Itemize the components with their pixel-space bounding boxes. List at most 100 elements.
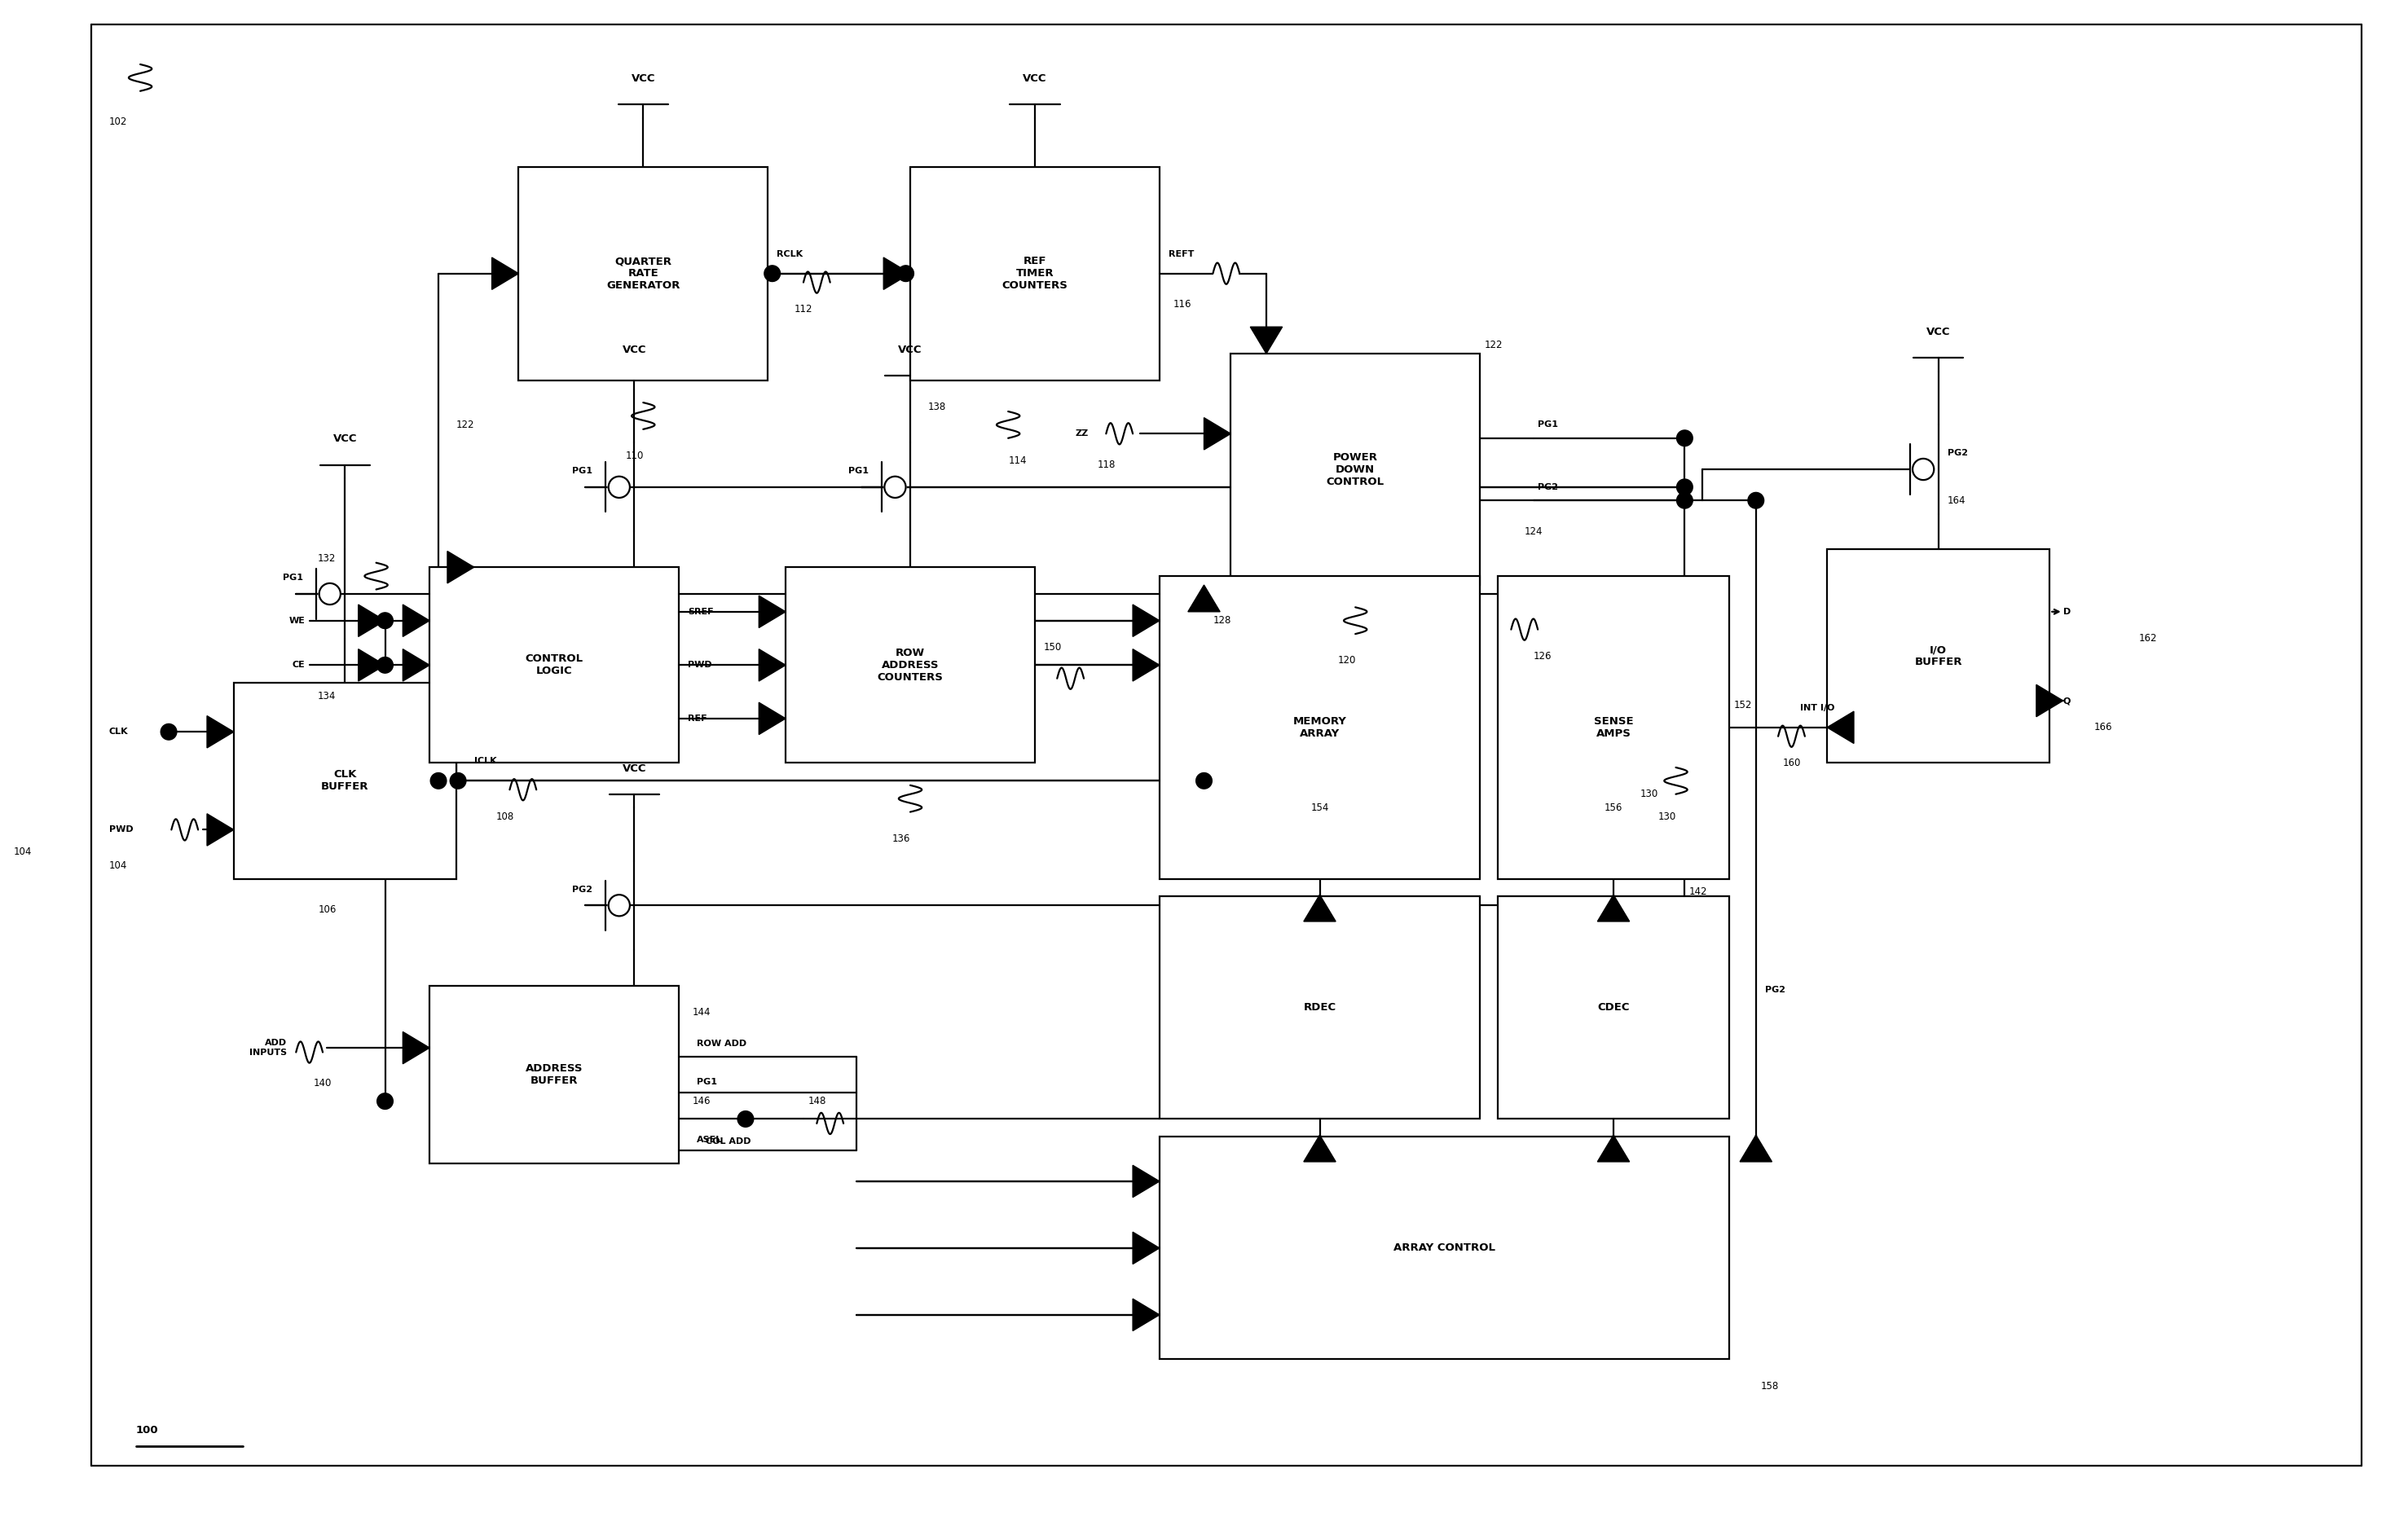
Text: CLK: CLK (108, 728, 128, 736)
Text: PG2: PG2 (1765, 986, 1784, 993)
Text: 130: 130 (1659, 812, 1676, 821)
Circle shape (378, 658, 393, 673)
Polygon shape (1132, 604, 1161, 636)
Text: ADD
INPUTS: ADD INPUTS (250, 1039, 287, 1056)
Text: 122: 122 (455, 420, 474, 430)
Text: 166: 166 (2095, 722, 2112, 732)
Polygon shape (359, 649, 385, 681)
Polygon shape (1187, 584, 1221, 612)
Text: PG1: PG1 (1539, 421, 1558, 429)
Text: 102: 102 (108, 118, 128, 128)
Text: PG1: PG1 (573, 467, 592, 475)
Text: ICLK: ICLK (474, 757, 496, 766)
Text: VCC: VCC (1023, 73, 1047, 84)
Text: 134: 134 (318, 691, 337, 702)
Text: 144: 144 (691, 1007, 710, 1018)
Text: 158: 158 (1760, 1381, 1780, 1392)
Text: QUARTER
RATE
GENERATOR: QUARTER RATE GENERATOR (607, 256, 679, 291)
Text: D: D (2064, 607, 2071, 617)
Circle shape (1197, 772, 1211, 789)
Text: 118: 118 (1098, 459, 1115, 470)
Circle shape (1676, 493, 1693, 508)
Bar (1828, 549, 2049, 763)
Bar (1230, 354, 1481, 584)
Circle shape (609, 894, 631, 916)
Text: VCC: VCC (621, 763, 645, 774)
Polygon shape (207, 813, 234, 845)
Bar (234, 684, 455, 879)
Text: 112: 112 (795, 304, 814, 314)
Polygon shape (1132, 1299, 1161, 1331)
Text: VCC: VCC (621, 345, 645, 356)
Text: VCC: VCC (1926, 327, 1950, 337)
Polygon shape (402, 1032, 429, 1064)
Text: 142: 142 (1688, 887, 1707, 897)
Bar (1161, 577, 1481, 879)
Bar (1161, 1137, 1729, 1360)
Circle shape (1912, 459, 1934, 481)
Circle shape (448, 559, 465, 575)
Text: COL ADD: COL ADD (706, 1137, 751, 1146)
Bar (518, 166, 768, 380)
Circle shape (609, 476, 631, 497)
Text: 162: 162 (2138, 633, 2158, 644)
Polygon shape (884, 258, 910, 290)
Text: 146: 146 (691, 1096, 710, 1106)
Text: VCC: VCC (898, 345, 922, 356)
Text: I/O
BUFFER: I/O BUFFER (1914, 645, 1963, 667)
Circle shape (763, 266, 780, 281)
Text: POWER
DOWN
CONTROL: POWER DOWN CONTROL (1327, 452, 1385, 487)
Bar (1498, 896, 1729, 1119)
Circle shape (1676, 479, 1693, 494)
Text: 124: 124 (1524, 526, 1544, 537)
Bar (429, 568, 679, 763)
Polygon shape (1597, 1135, 1630, 1161)
Text: 122: 122 (1483, 339, 1503, 349)
Text: ZZ: ZZ (1074, 430, 1088, 438)
Text: INT I/O: INT I/O (1801, 703, 1835, 713)
Text: REF: REF (689, 714, 708, 723)
Text: 104: 104 (108, 861, 128, 871)
Text: PG1: PG1 (848, 467, 869, 475)
Text: 136: 136 (893, 833, 910, 844)
Circle shape (161, 723, 176, 740)
Text: 160: 160 (1782, 758, 1801, 768)
Circle shape (898, 266, 913, 281)
Text: ADDRESS
BUFFER: ADDRESS BUFFER (525, 1064, 583, 1087)
Polygon shape (402, 649, 429, 681)
Text: 120: 120 (1336, 655, 1356, 665)
Text: ARRAY CONTROL: ARRAY CONTROL (1394, 1242, 1495, 1253)
Polygon shape (1741, 1135, 1772, 1161)
Text: CDEC: CDEC (1597, 1003, 1630, 1013)
Circle shape (320, 583, 340, 604)
Polygon shape (1303, 894, 1336, 922)
Circle shape (1748, 493, 1765, 508)
Polygon shape (759, 649, 785, 681)
Polygon shape (1303, 1135, 1336, 1161)
Text: CLK
BUFFER: CLK BUFFER (320, 769, 368, 792)
Text: VCC: VCC (332, 433, 356, 444)
Text: 138: 138 (927, 401, 946, 412)
Text: WE: WE (289, 617, 306, 624)
Text: PG1: PG1 (696, 1077, 718, 1085)
Text: 114: 114 (1009, 455, 1026, 465)
Circle shape (378, 612, 393, 629)
Text: 132: 132 (318, 552, 337, 563)
Text: 100: 100 (135, 1425, 159, 1436)
Circle shape (737, 1111, 754, 1128)
Text: ASEL: ASEL (696, 1135, 722, 1143)
Text: 126: 126 (1534, 652, 1551, 661)
Text: 104: 104 (14, 847, 31, 858)
Text: PG2: PG2 (573, 885, 592, 893)
Text: 152: 152 (1734, 700, 1753, 711)
Circle shape (450, 772, 467, 789)
Text: ROW
ADDRESS
COUNTERS: ROW ADDRESS COUNTERS (877, 647, 944, 682)
Bar (910, 166, 1161, 380)
Text: 140: 140 (313, 1077, 332, 1088)
Text: RCLK: RCLK (778, 250, 802, 258)
Bar (1161, 896, 1481, 1119)
Text: REF
TIMER
COUNTERS: REF TIMER COUNTERS (1002, 256, 1067, 291)
Text: 130: 130 (1640, 789, 1659, 800)
Polygon shape (1828, 711, 1854, 743)
Bar (1498, 577, 1729, 879)
